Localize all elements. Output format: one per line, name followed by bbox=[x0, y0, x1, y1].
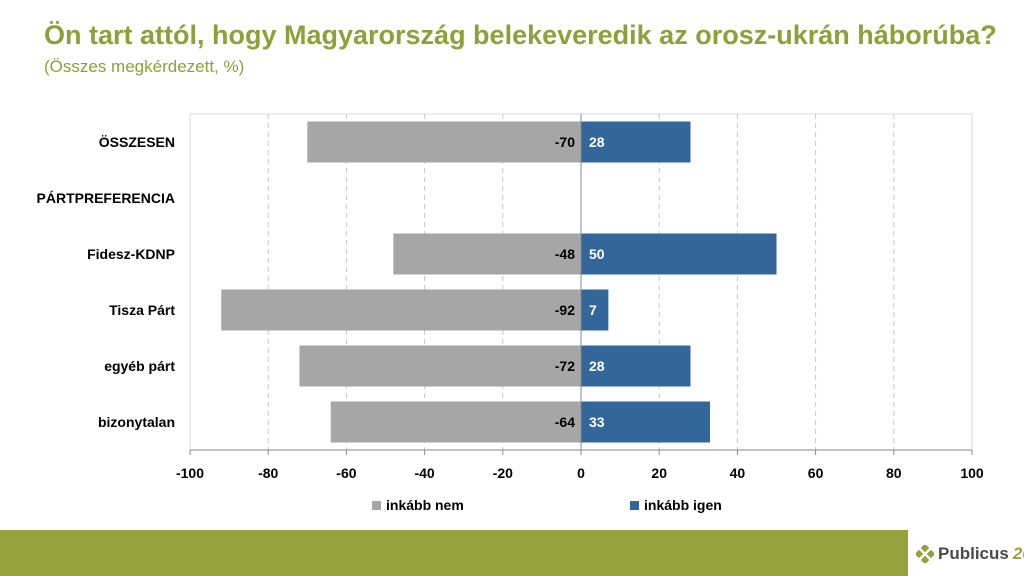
x-tick-label: 60 bbox=[808, 465, 824, 481]
bar-inkabb-igen bbox=[581, 345, 691, 387]
category-label: ÖSSZESEN bbox=[99, 134, 175, 150]
x-tick-label: -100 bbox=[176, 465, 204, 481]
bar-inkabb-igen bbox=[581, 289, 609, 331]
chart-title: Ön tart attól, hogy Magyarország belekev… bbox=[44, 20, 997, 50]
bar-inkabb-nem bbox=[393, 233, 581, 275]
bar-inkabb-nem bbox=[221, 289, 581, 331]
x-tick-label: 80 bbox=[886, 465, 902, 481]
footer-band bbox=[0, 530, 908, 576]
x-tick-label: -20 bbox=[493, 465, 513, 481]
bar-inkabb-igen bbox=[581, 121, 691, 163]
category-label: bizonytalan bbox=[98, 414, 175, 430]
bar-inkabb-nem bbox=[330, 401, 581, 443]
data-label-inkabb-nem: -72 bbox=[555, 358, 575, 374]
data-label-inkabb-igen: 28 bbox=[589, 134, 605, 150]
x-tick-label: 0 bbox=[577, 465, 585, 481]
data-label-inkabb-nem: -48 bbox=[555, 246, 575, 262]
logo-suffix: 20 bbox=[1012, 544, 1024, 563]
data-label-inkabb-nem: -70 bbox=[555, 134, 575, 150]
category-label: PÁRTPREFERENCIA bbox=[37, 190, 175, 206]
category-label: Fidesz-KDNP bbox=[87, 246, 175, 262]
publicus-logo-icon bbox=[916, 545, 934, 563]
data-label-inkabb-igen: 7 bbox=[589, 302, 597, 318]
x-tick-label: 40 bbox=[730, 465, 746, 481]
data-label-inkabb-igen: 50 bbox=[589, 246, 605, 262]
bar-inkabb-nem bbox=[299, 345, 581, 387]
legend-inkabb-nem-swatch bbox=[372, 501, 381, 510]
publicus-logo: Publicus20 bbox=[916, 540, 1024, 568]
legend-inkabb-igen-label: inkább igen bbox=[644, 497, 722, 513]
bar-inkabb-nem bbox=[307, 121, 581, 163]
data-label-inkabb-igen: 33 bbox=[589, 414, 605, 430]
x-tick-label: 100 bbox=[960, 465, 984, 481]
x-tick-label: -60 bbox=[336, 465, 356, 481]
data-label-inkabb-nem: -92 bbox=[555, 302, 575, 318]
diverging-bar-chart: ÖSSZESEN -70 28 PÁRTPREFERENCIA Fidesz-KDNP -… bbox=[37, 113, 984, 513]
data-label-inkabb-igen: 28 bbox=[589, 358, 605, 374]
x-tick-label: -80 bbox=[258, 465, 278, 481]
legend-inkabb-nem-label: inkább nem bbox=[386, 497, 464, 513]
logo-name: Publicus bbox=[938, 544, 1009, 563]
chart-subtitle: (Összes megkérdezett, %) bbox=[44, 57, 245, 76]
data-label-inkabb-nem: -64 bbox=[555, 414, 575, 430]
x-tick-label: -40 bbox=[414, 465, 434, 481]
bar-inkabb-igen bbox=[581, 233, 777, 275]
legend-inkabb-igen-swatch bbox=[630, 501, 639, 510]
x-tick-label: 20 bbox=[651, 465, 667, 481]
category-label: Tisza Párt bbox=[109, 302, 175, 318]
bar-inkabb-igen bbox=[581, 401, 711, 443]
category-label: egyéb párt bbox=[104, 358, 175, 374]
